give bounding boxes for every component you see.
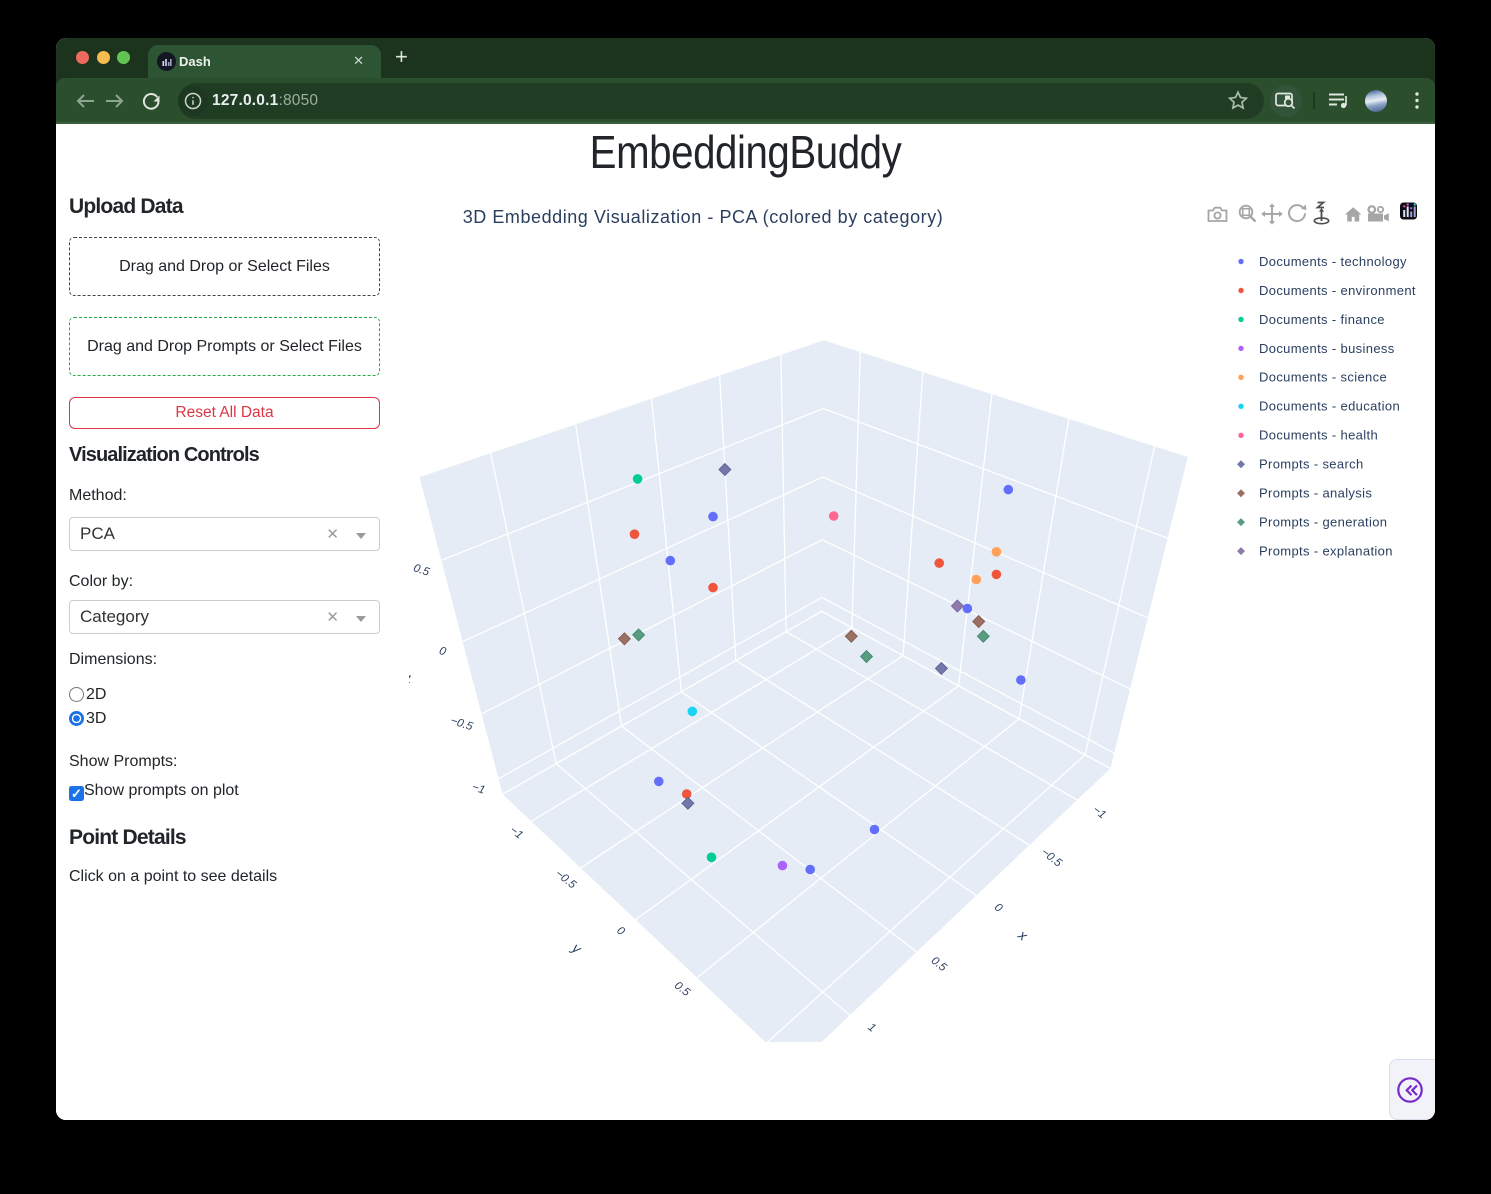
svg-text:Prompts - analysis: Prompts - analysis — [1259, 486, 1372, 501]
svg-text:3D Embedding Visualization - P: 3D Embedding Visualization - PCA (colore… — [463, 207, 944, 227]
svg-text:Documents - science: Documents - science — [1259, 370, 1387, 385]
svg-text:0.5: 0.5 — [929, 955, 949, 975]
svg-text:Prompts - generation: Prompts - generation — [1259, 515, 1387, 530]
svg-text:y: y — [568, 939, 585, 957]
svg-text:z: z — [403, 670, 411, 686]
svg-text:Prompts - search: Prompts - search — [1259, 457, 1364, 472]
svg-text:−0.5: −0.5 — [449, 715, 475, 734]
svg-text:−1: −1 — [507, 824, 525, 842]
svg-text:0: 0 — [614, 925, 627, 939]
svg-text:Documents - health: Documents - health — [1259, 428, 1378, 443]
svg-text:Documents - technology: Documents - technology — [1259, 254, 1407, 269]
svg-text:−1: −1 — [1090, 804, 1108, 822]
svg-text:x: x — [1015, 926, 1032, 944]
svg-text:Documents - finance: Documents - finance — [1259, 312, 1385, 327]
svg-text:0: 0 — [992, 901, 1005, 915]
svg-text:Prompts - explanation: Prompts - explanation — [1259, 544, 1393, 559]
svg-text:−0.5: −0.5 — [1039, 846, 1065, 870]
svg-text:0.5: 0.5 — [412, 562, 431, 579]
svg-text:1: 1 — [865, 1021, 877, 1034]
svg-text:0.5: 0.5 — [672, 980, 692, 1000]
svg-text:Documents - business: Documents - business — [1259, 341, 1395, 356]
svg-text:Documents - environment: Documents - environment — [1259, 283, 1416, 298]
svg-text:−1: −1 — [470, 781, 486, 796]
svg-text:0: 0 — [438, 645, 448, 659]
svg-text:−0.5: −0.5 — [553, 868, 579, 892]
svg-text:Documents - education: Documents - education — [1259, 399, 1400, 414]
